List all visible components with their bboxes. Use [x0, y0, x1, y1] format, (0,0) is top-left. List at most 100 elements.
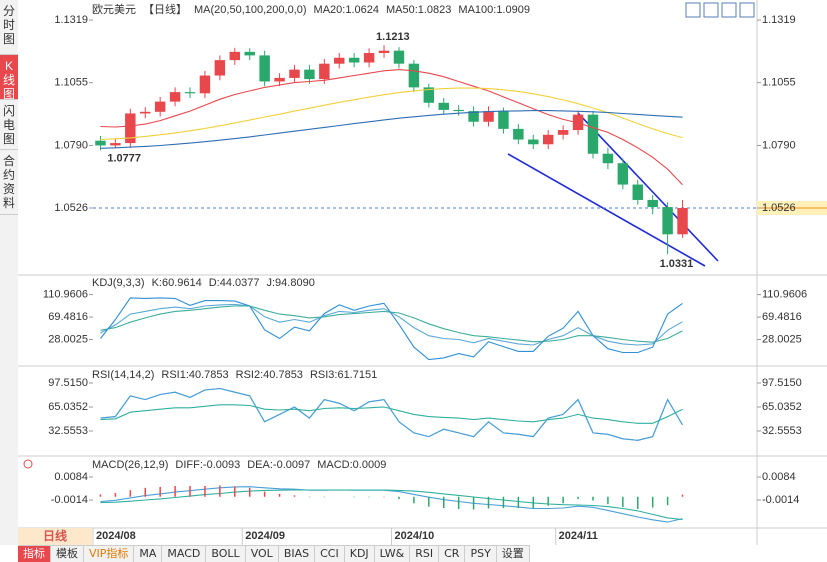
candle-body: [319, 63, 330, 80]
icon-button[interactable]: [721, 2, 737, 18]
ma-label: MA(20,50,100,200,0,0): [194, 4, 307, 16]
toolbar-tab[interactable]: KDJ: [345, 546, 375, 562]
y-tick-label: 69.4816: [762, 311, 802, 323]
toolbar-tab[interactable]: MACD: [162, 546, 207, 562]
side-tab[interactable]: 合约资料: [0, 150, 18, 215]
candle-body: [468, 111, 479, 122]
candle-body: [199, 75, 211, 94]
y-tick-label: 1.0790: [54, 139, 88, 151]
toolbar-tab[interactable]: CR: [439, 546, 466, 562]
period-title: 【日线】: [143, 2, 187, 16]
toolbar-tab[interactable]: 设置: [497, 546, 530, 562]
candle-body: [348, 57, 360, 63]
candle-body: [557, 130, 569, 135]
y-tick-label: 32.5553: [762, 425, 802, 437]
candle-body: [304, 69, 315, 80]
legend-entry: DIFF:-0.0093: [175, 459, 240, 471]
icon-button[interactable]: [703, 2, 719, 18]
candle-body: [632, 184, 643, 200]
price-annotation: 1.0331: [660, 258, 694, 270]
y-tick-label: 1.1319: [762, 14, 796, 26]
x-tick-label: 2024/11: [559, 530, 598, 542]
y-tick-label: 1.0526: [54, 202, 88, 214]
y-tick-label: 0.0084: [762, 471, 796, 483]
series-line: [100, 110, 683, 149]
y-tick-label: 110.9606: [762, 289, 807, 301]
x-tick-label: 2024/09: [245, 530, 285, 542]
legend-entry: RSI3:61.7151: [310, 369, 377, 381]
toolbar-tab[interactable]: BIAS: [279, 546, 316, 562]
side-filler: [0, 215, 18, 545]
series-line: [100, 486, 683, 523]
candle-body: [647, 199, 658, 208]
toolbar-tab[interactable]: VIP指标: [84, 546, 135, 562]
candle-body: [259, 55, 270, 82]
toolbar-tab[interactable]: MA: [134, 546, 163, 562]
candle-body: [393, 50, 405, 64]
legend-entry: K:60.9614: [152, 277, 202, 289]
candle-body: [140, 111, 151, 114]
candle-body: [184, 92, 196, 94]
y-tick-label: 1.0790: [762, 139, 796, 151]
candle-body: [110, 143, 121, 146]
side-tab[interactable]: K线图: [0, 55, 18, 101]
legend-entry: J:94.8090: [267, 277, 315, 289]
panel-title: 欧元美元: [92, 3, 136, 16]
series-line: [100, 87, 683, 141]
panel-title: RSI(14,14,2): [92, 369, 154, 381]
candle-body: [483, 111, 494, 122]
y-tick-label: 65.0352: [48, 401, 88, 413]
candle-body: [169, 92, 181, 102]
y-tick-label: 1.0526: [762, 202, 796, 214]
legend-entry: MA100:1.0909: [458, 4, 530, 16]
candle-body: [542, 134, 554, 145]
settings-icon[interactable]: [23, 459, 33, 469]
toolbar-tab[interactable]: CCI: [315, 546, 345, 562]
legend-entry: RSI1:40.7853: [161, 369, 228, 381]
period-label[interactable]: 日线: [18, 528, 92, 545]
y-tick-label: 28.0025: [762, 333, 802, 345]
candle-body: [617, 163, 629, 185]
y-tick-label: 28.0025: [48, 333, 88, 345]
candle-body: [334, 57, 345, 64]
candle-body: [408, 63, 420, 88]
side-tab[interactable]: 闪电图: [0, 100, 18, 150]
candle-body: [125, 113, 136, 144]
toolbar-tab[interactable]: 模板: [51, 546, 84, 562]
candle-body: [378, 50, 390, 54]
legend-entry: MA50:1.0823: [386, 4, 451, 16]
series-line: [100, 305, 683, 343]
y-tick-label: -0.0014: [762, 494, 799, 506]
candle-body: [274, 77, 285, 82]
y-tick-label: 1.1319: [54, 14, 88, 26]
side-tab[interactable]: 分时图: [0, 0, 18, 55]
icon-button[interactable]: [685, 2, 701, 18]
y-tick-label: 32.5553: [48, 425, 88, 437]
candle-body: [662, 207, 673, 235]
trend-line: [507, 153, 706, 267]
panel-title: KDJ(9,3,3): [92, 277, 145, 289]
toolbar-tab[interactable]: VOL: [246, 546, 279, 562]
toolbar-tab[interactable]: RSI: [410, 546, 440, 562]
candle-body: [438, 102, 449, 110]
candle-body: [677, 208, 688, 235]
toolbar-tab[interactable]: LW&: [375, 546, 411, 562]
candle-body: [289, 69, 300, 78]
y-tick-label: 1.1055: [762, 77, 796, 89]
legend-entry: MA20:1.0624: [314, 4, 379, 16]
candle-body: [513, 128, 524, 140]
toolbar-tab[interactable]: PSY: [465, 546, 497, 562]
toolbar-tab[interactable]: 指标: [18, 546, 51, 562]
candle-body: [587, 114, 599, 154]
icon-button[interactable]: [739, 2, 755, 18]
legend-entry: DEA:-0.0097: [247, 459, 310, 471]
y-tick-label: 97.5150: [762, 377, 802, 389]
candle-body: [602, 153, 614, 164]
toolbar-tab[interactable]: BOLL: [206, 546, 246, 562]
candle-body: [214, 60, 226, 76]
candle-body: [363, 53, 375, 63]
toolbar-icons[interactable]: [685, 2, 755, 18]
candle-body: [95, 140, 106, 146]
y-tick-label: 0.0084: [54, 471, 88, 483]
